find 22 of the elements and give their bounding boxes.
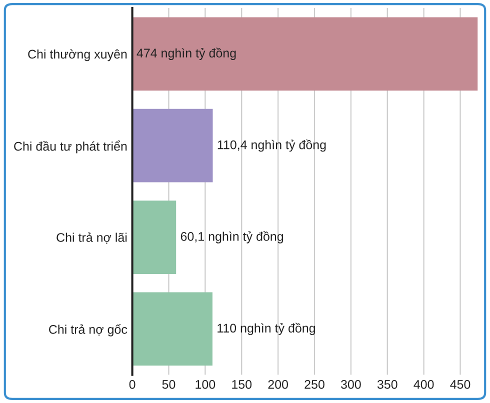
x-tick-label: 200 xyxy=(268,380,288,389)
x-tick-label: 50 xyxy=(162,380,176,389)
x-tick-label: 150 xyxy=(232,380,252,389)
x-tick-label: 350 xyxy=(377,380,398,389)
bar xyxy=(132,17,478,91)
x-tick-label: 0 xyxy=(129,380,136,389)
bar xyxy=(132,200,176,274)
data-label: 110,4 nghìn tỷ đồng xyxy=(218,139,326,152)
x-tick-label: 250 xyxy=(304,380,324,389)
y-tick-label: Chi trả nợ lãi xyxy=(56,232,127,244)
x-tick-label: 100 xyxy=(196,380,216,389)
y-tick-label: Chi đầu tư phát triển xyxy=(14,140,127,154)
x-tick-label: 300 xyxy=(340,380,361,389)
bar xyxy=(132,292,212,366)
data-label: 60,1 nghìn tỷ đồng xyxy=(180,231,284,244)
y-tick-label: Chi thường xuyên xyxy=(28,49,127,62)
bar xyxy=(132,108,213,182)
x-tick-label: 450 xyxy=(450,380,470,389)
x-tick-label: 400 xyxy=(414,380,434,389)
data-label: 110 nghìn tỷ đồng xyxy=(218,322,315,336)
data-label: 474 nghìn tỷ đồng xyxy=(136,48,236,60)
y-tick-label: Chi trả nợ gốc xyxy=(49,324,128,336)
